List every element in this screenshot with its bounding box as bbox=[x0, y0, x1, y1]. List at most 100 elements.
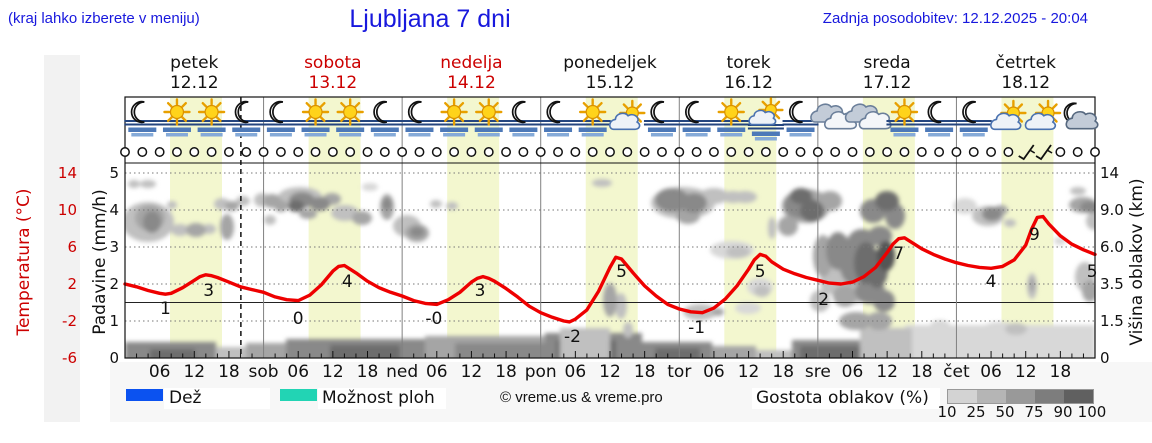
x-hour-label: 18 bbox=[633, 362, 656, 382]
rain-legend-label: Dež bbox=[169, 388, 202, 408]
temp-tick--2: -2 bbox=[62, 312, 77, 330]
day-date: 17.12 bbox=[862, 73, 912, 93]
day-date: 14.12 bbox=[447, 73, 496, 93]
moonfog-icon bbox=[643, 100, 680, 137]
calm-wind-circle-icon bbox=[518, 147, 529, 157]
calm-wind-circle-icon bbox=[120, 147, 130, 157]
sunfog-icon bbox=[158, 98, 195, 137]
sunfog-icon bbox=[332, 98, 369, 137]
temp-label-3: 3 bbox=[474, 280, 486, 301]
x-hour-label: 06 bbox=[425, 362, 448, 382]
calm-wind-circle-icon bbox=[379, 147, 390, 157]
temp-label-0: 0 bbox=[292, 308, 304, 329]
day-name: četrtek bbox=[995, 53, 1056, 73]
day-date: 15.12 bbox=[585, 73, 635, 93]
calm-wind-circle-icon bbox=[570, 147, 581, 157]
calm-wind-circle-icon bbox=[1090, 147, 1100, 157]
cover-tick-50: 50 bbox=[995, 403, 1015, 421]
calm-wind-circle-icon bbox=[466, 147, 477, 157]
day-header-ponedeljek: ponedeljek 15.12 bbox=[563, 53, 656, 93]
calm-wind-circle-icon bbox=[778, 147, 789, 157]
calm-wind-circle-icon bbox=[431, 147, 442, 157]
precip-tick-4: 4 bbox=[109, 201, 119, 219]
sunfog-icon bbox=[297, 98, 334, 137]
moonfog-icon bbox=[921, 100, 958, 137]
cloudcover-gradient-bar bbox=[947, 389, 1094, 404]
temp-label-2: 2 bbox=[818, 290, 830, 310]
moonfog-icon bbox=[262, 100, 299, 137]
x-hour-label: 12 bbox=[322, 362, 344, 382]
calm-wind-circle-icon bbox=[275, 147, 286, 157]
moonfog-icon bbox=[540, 100, 577, 137]
rain-legend-swatch bbox=[126, 389, 163, 401]
sunfog-icon bbox=[574, 98, 611, 137]
sunfog-icon bbox=[713, 98, 750, 137]
x-hour-label: 12 bbox=[599, 362, 621, 382]
calm-wind-circle-icon bbox=[553, 147, 563, 157]
height-tick-3.5: 3.5 bbox=[1100, 275, 1124, 293]
height-tick-0: 0 bbox=[1100, 349, 1110, 367]
x-hour-label: 12 bbox=[737, 362, 760, 382]
x-day-abbr: čet bbox=[943, 362, 970, 382]
calm-wind-circle-icon bbox=[691, 147, 702, 157]
calm-wind-circle-icon bbox=[760, 147, 771, 157]
page-title: Ljubljana 7 dni bbox=[349, 5, 511, 33]
temp-tick-10: 10 bbox=[57, 201, 77, 219]
x-day-abbr: pon bbox=[524, 362, 557, 382]
suncloud-icon bbox=[608, 99, 646, 131]
last-updated: Zadnja posodobitev: 12.12.2025 - 20:04 bbox=[822, 10, 1088, 27]
cloudcover-gradient-segment bbox=[1035, 390, 1064, 403]
showers-legend-swatch bbox=[280, 389, 317, 401]
precip-tick-3: 3 bbox=[109, 238, 119, 256]
calm-wind-circle-icon bbox=[639, 147, 650, 157]
calm-wind-circle-icon bbox=[708, 147, 719, 157]
calm-wind-circle-icon bbox=[172, 147, 182, 157]
calm-wind-circle-icon bbox=[397, 147, 408, 157]
calm-wind-circle-icon bbox=[1072, 147, 1083, 157]
temp-label-7: 7 bbox=[893, 243, 905, 264]
cover-tick-100: 100 bbox=[1077, 403, 1107, 421]
x-day-abbr: ned bbox=[386, 362, 419, 382]
x-hour-label: 12 bbox=[183, 362, 206, 382]
calm-wind-circle-icon bbox=[864, 147, 875, 157]
mooncloud-icon bbox=[1063, 102, 1099, 130]
precip-tick-0: 0 bbox=[109, 349, 119, 367]
sunfog-icon bbox=[470, 98, 507, 137]
calm-wind-circle-icon bbox=[241, 147, 252, 157]
temp-label--0: -0 bbox=[425, 308, 443, 329]
day-header-nedelja: nedelja 14.12 bbox=[440, 53, 502, 93]
x-day-abbr: sob bbox=[248, 362, 279, 382]
x-hour-label: 18 bbox=[910, 362, 933, 382]
x-hour-label: 12 bbox=[460, 362, 483, 382]
day-name: nedelja bbox=[440, 53, 503, 73]
daylight-band bbox=[1001, 97, 1054, 358]
cloudcover-gradient-segment bbox=[948, 390, 977, 403]
cloud-icon bbox=[844, 103, 892, 130]
calm-wind-circle-icon bbox=[882, 147, 893, 157]
calm-wind-circle-icon bbox=[137, 147, 148, 157]
calm-wind-circle-icon bbox=[327, 147, 338, 157]
calm-wind-circle-icon bbox=[847, 147, 858, 157]
calm-wind-circle-icon bbox=[657, 147, 667, 157]
height-tick-9.0: 9.0 bbox=[1100, 201, 1124, 219]
x-hour-label: 18 bbox=[1049, 362, 1072, 382]
x-hour-label: 06 bbox=[287, 362, 310, 382]
temp-label--1: -1 bbox=[688, 317, 706, 338]
temp-label--2: -2 bbox=[563, 327, 581, 347]
day-name: sobota bbox=[304, 53, 362, 73]
calm-wind-circle-icon bbox=[605, 147, 615, 157]
day-date: 16.12 bbox=[724, 73, 773, 93]
plot-frame bbox=[124, 96, 1096, 359]
suncloudfog-icon bbox=[747, 97, 784, 141]
calm-wind-circle-icon bbox=[362, 147, 373, 157]
weather-icons-row bbox=[124, 97, 1099, 141]
calm-wind-circle-icon bbox=[986, 147, 997, 157]
moonfog-icon bbox=[366, 100, 403, 137]
sunfog-icon bbox=[886, 98, 923, 137]
cloudcover-legend-label: Gostota oblakov (%) bbox=[756, 388, 929, 408]
precip-tick-5: 5 bbox=[109, 164, 119, 182]
moonfog-icon bbox=[228, 100, 265, 137]
height-tick-14: 14 bbox=[1100, 164, 1120, 182]
temperature-curve bbox=[123, 214, 1097, 324]
